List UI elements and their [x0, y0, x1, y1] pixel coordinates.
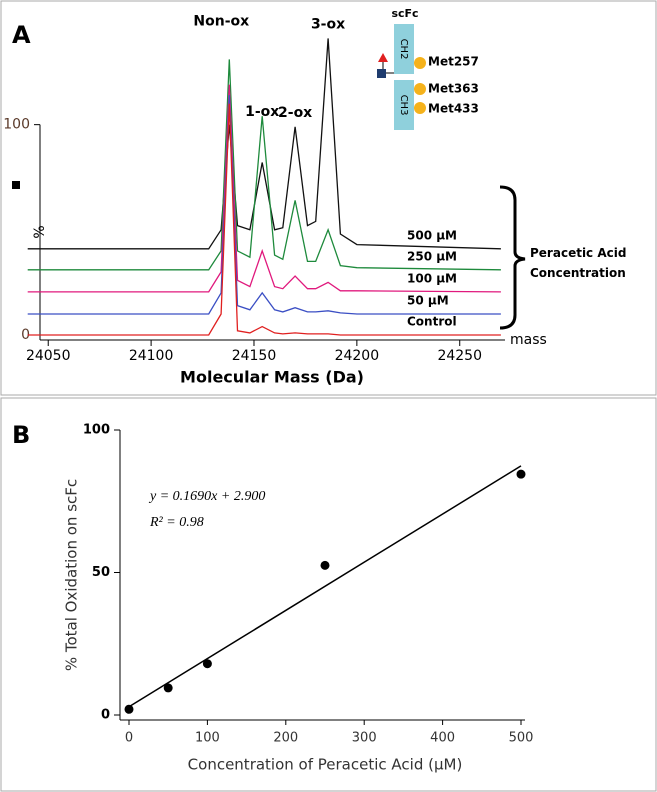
- x-tick-label: 24250: [437, 348, 482, 364]
- y-tick-label: 50: [92, 565, 110, 580]
- x-tick-label: 400: [430, 731, 455, 746]
- panel-letter: B: [12, 421, 30, 449]
- y-tick-label: 0: [101, 708, 110, 723]
- glycan-square: [377, 69, 386, 78]
- x-tick-label: 24150: [232, 348, 277, 364]
- legend-label: 500 µM: [407, 228, 457, 242]
- legend-label: 100 µM: [407, 271, 457, 285]
- fit-line: [128, 465, 522, 708]
- x-tick-label: 200: [273, 731, 298, 746]
- y-tick-label: 100: [83, 423, 110, 438]
- y-tick-label: 0: [21, 327, 30, 343]
- spectrum-line: [27, 59, 501, 271]
- data-point: [163, 683, 173, 693]
- data-point: [516, 469, 526, 479]
- panel-letter: A: [12, 21, 31, 49]
- domain-label: CH2: [398, 39, 409, 60]
- domain-label: CH3: [398, 95, 409, 116]
- inset-title: scFc: [391, 7, 418, 20]
- domain-box: [394, 24, 414, 74]
- y-tick-label: 100: [3, 117, 30, 133]
- legend-label: 250 µM: [407, 249, 457, 263]
- x-tick-label: 24050: [26, 348, 71, 364]
- met-site: [414, 57, 426, 69]
- site-label: Met433: [428, 102, 479, 116]
- spectrum-line: [27, 103, 501, 336]
- data-point: [320, 560, 330, 570]
- x-tick-label: 24200: [335, 348, 380, 364]
- x-tick-label: 500: [509, 731, 534, 746]
- domain-box: [394, 80, 414, 130]
- x-tick-label: 300: [352, 731, 377, 746]
- site-label: Met363: [428, 82, 479, 96]
- glycan-triangle: [378, 53, 388, 62]
- x-unit: mass: [510, 332, 547, 348]
- x-tick-label: 100: [195, 731, 220, 746]
- met-site: [414, 102, 426, 114]
- peak-label: 1-ox: [245, 104, 279, 120]
- legend-label: 50 µM: [407, 293, 449, 307]
- peak-label: Non-ox: [193, 13, 249, 29]
- spectrum-line: [27, 84, 501, 293]
- x-axis-title: Molecular Mass (Da): [180, 368, 364, 387]
- legend-label: Control: [407, 315, 457, 329]
- fit-equation: y = 0.1690x + 2.900: [148, 489, 265, 504]
- bracket: [499, 185, 526, 330]
- data-point: [124, 704, 134, 714]
- x-axis-title: Concentration of Peracetic Acid (µM): [188, 756, 463, 774]
- data-point: [202, 659, 212, 669]
- marker-square: [12, 181, 20, 189]
- inset-diagram: scFc CH2 CH3 Met257 Met363 Met433: [377, 7, 479, 130]
- panel-frame: [0, 397, 657, 792]
- y-axis-title: % Total Oxidation on scFc: [63, 479, 81, 671]
- peak-label: 3-ox: [311, 16, 345, 32]
- met-site: [414, 83, 426, 95]
- bracket-label: Peracetic Acid Concentration: [530, 246, 627, 280]
- peak-label: 2-ox: [278, 105, 312, 121]
- site-label: Met257: [428, 55, 479, 69]
- x-tick-label: 24100: [129, 348, 174, 364]
- x-tick-label: 0: [125, 731, 133, 746]
- fit-r2: R² = 0.98: [149, 515, 204, 530]
- panel-frame: [0, 0, 657, 396]
